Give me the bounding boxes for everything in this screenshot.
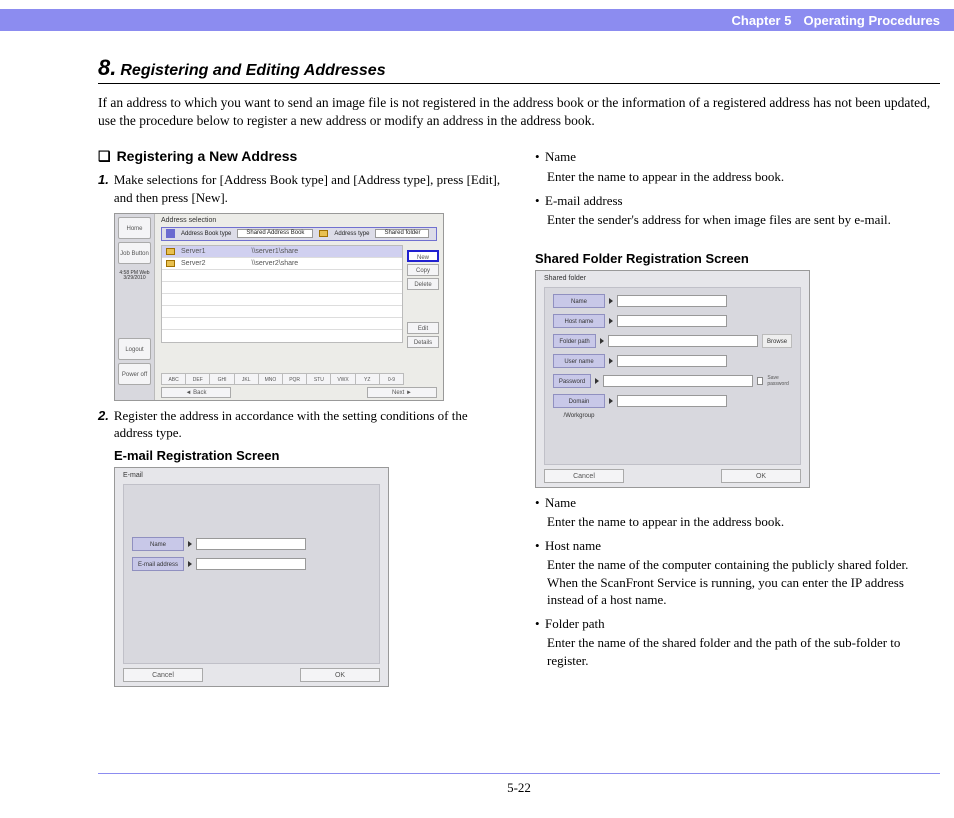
email-input: [196, 558, 306, 570]
form-row: Host name: [553, 314, 792, 328]
folder-icon: [319, 230, 328, 237]
box-marker: ❏: [98, 148, 111, 164]
screen-title: E-mail: [115, 468, 388, 483]
home-button: Home: [118, 217, 151, 239]
screen-title: Shared folder: [536, 271, 809, 286]
back-button: ◄ Back: [161, 387, 231, 398]
new-button: New: [407, 250, 439, 262]
list-row: Server2\\server2\share: [162, 258, 402, 270]
cancel-button: Cancel: [123, 668, 203, 682]
alpha-tabs: ABCDEFGHIJKLMNOPQRSTUVWXYZ0-9: [161, 373, 403, 385]
dialog-footer: Cancel OK: [123, 668, 380, 682]
section-title: Registering and Editing Addresses: [120, 62, 385, 79]
intro-paragraph: If an address to which you want to send …: [98, 94, 940, 130]
form-row: Name: [132, 537, 371, 551]
ok-button: OK: [300, 668, 380, 682]
name-input: [196, 538, 306, 550]
bullet-desc: Enter the sender's address for when imag…: [535, 211, 940, 229]
page-number: 5-22: [507, 780, 531, 795]
bullet-host: •Host name: [535, 537, 940, 555]
step-text: Register the address in accordance with …: [114, 407, 503, 442]
save-password-checkbox: [757, 377, 763, 385]
left-column: ❏Registering a New Address 1. Make selec…: [98, 148, 503, 692]
next-button: Next ►: [367, 387, 437, 398]
password-input: [603, 375, 753, 387]
bullet-desc: Enter the name of the shared folder and …: [535, 634, 940, 669]
email-registration-screenshot: E-mail Name E-mail address Cancel OK: [114, 467, 389, 687]
timestamp: 4:58 PM Web 3/29/2010: [118, 267, 151, 282]
subsection-heading: ❏Registering a New Address: [98, 148, 503, 165]
logout-button: Logout: [118, 338, 151, 360]
section-number: 8.: [98, 55, 116, 80]
shared-folder-heading: Shared Folder Registration Screen: [535, 251, 940, 266]
form-row: User name: [553, 354, 792, 368]
bullet-folder: •Folder path: [535, 615, 940, 633]
list-row: Server1\\server1\share: [162, 246, 402, 258]
cancel-button: Cancel: [544, 469, 624, 483]
details-button: Details: [407, 336, 439, 348]
right-column: •Name Enter the name to appear in the ad…: [535, 148, 940, 692]
bullet-desc: Enter the name of the computer containin…: [535, 556, 940, 609]
bullet-email: •E-mail address: [535, 192, 940, 210]
book-icon: [166, 229, 175, 238]
shared-folder-screenshot: Shared folder Name Host name Folder path…: [535, 270, 810, 488]
step-text: Make selections for [Address Book type] …: [114, 171, 503, 206]
edit-button: Edit: [407, 322, 439, 334]
delete-button: Delete: [407, 278, 439, 290]
bullet-desc: Enter the name to appear in the address …: [535, 168, 940, 186]
step-number: 1.: [98, 171, 109, 206]
browse-button: Browse: [762, 334, 792, 348]
section-heading: 8. Registering and Editing Addresses: [98, 55, 940, 84]
step-2: 2. Register the address in accordance wi…: [98, 407, 503, 442]
address-selection-screenshot: Home Job Button 4:58 PM Web 3/29/2010 Lo…: [114, 213, 444, 401]
form-row: Name: [553, 294, 792, 308]
job-button: Job Button: [118, 242, 151, 264]
bullet-name: •Name: [535, 148, 940, 166]
step-number: 2.: [98, 407, 109, 442]
edit-buttons: New Copy Delete Edit Details: [407, 250, 439, 350]
bullet-name2: •Name: [535, 494, 940, 512]
email-screen-heading: E-mail Registration Screen: [114, 448, 503, 463]
form-row: Folder pathBrowse: [553, 334, 792, 348]
screen-title: Address selection: [155, 214, 443, 227]
folder-icon: [166, 248, 175, 255]
hostname-input: [617, 315, 727, 327]
dialog-footer: Cancel OK: [544, 469, 801, 483]
step-1: 1. Make selections for [Address Book typ…: [98, 171, 503, 206]
bullet-desc: Enter the name to appear in the address …: [535, 513, 940, 531]
copy-button: Copy: [407, 264, 439, 276]
name-input: [617, 295, 727, 307]
chapter-header: Chapter 5 Operating Procedures: [0, 9, 954, 31]
form-row: Domain /Workgroup: [553, 394, 792, 408]
nav-footer: ◄ Back Next ►: [161, 387, 437, 398]
form-row: PasswordSave password: [553, 374, 792, 388]
folder-icon: [166, 260, 175, 267]
page-footer: 5-22: [98, 773, 940, 796]
chapter-number: Chapter 5: [731, 13, 791, 28]
username-input: [617, 355, 727, 367]
chapter-title: Operating Procedures: [803, 13, 940, 28]
toolbar: Address Book type Shared Address Book Ad…: [161, 227, 437, 241]
form-row: E-mail address: [132, 557, 371, 571]
folderpath-input: [608, 335, 758, 347]
poweroff-button: Power off: [118, 363, 151, 385]
ok-button: OK: [721, 469, 801, 483]
address-list: Server1\\server1\share Server2\\server2\…: [161, 245, 403, 343]
domain-input: [617, 395, 727, 407]
